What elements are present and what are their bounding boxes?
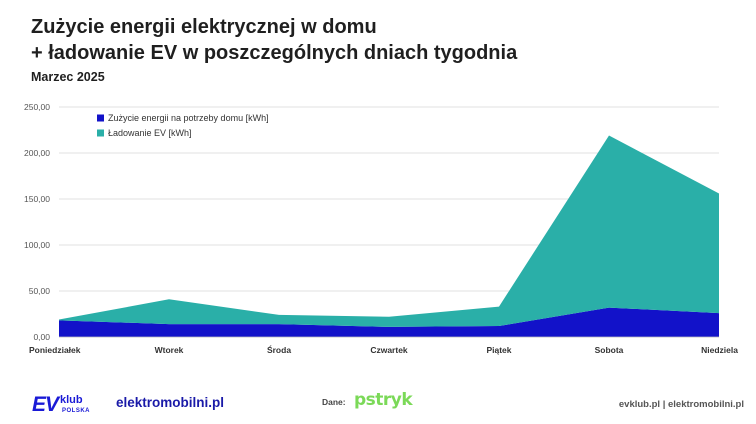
x-tick-label: Piątek [486, 345, 511, 355]
x-tick-label: Niedziela [701, 345, 738, 355]
y-tick-label: 100,00 [24, 240, 50, 250]
legend-swatch [97, 114, 104, 122]
area-series [59, 307, 719, 337]
footer-sites: evklub.pl | elektromobilni.pl [618, 399, 744, 410]
x-tick-label: Wtorek [155, 345, 184, 355]
evklub-logo-polska: POLSKA [62, 408, 91, 414]
legend-label: Zużycie energii na potrzeby domu [kWh] [108, 113, 269, 123]
y-tick-label: 0,00 [33, 332, 50, 342]
y-tick-label: 250,00 [24, 102, 50, 112]
chart-areas [59, 135, 719, 338]
x-tick-label: Poniedziałek [29, 345, 81, 355]
chart-subtitle: Marzec 2025 [31, 70, 105, 84]
chart-title-line1: Zużycie energii elektrycznej w domu [31, 16, 377, 38]
footer: EV klub POLSKA elektromobilni.pl Dane: p… [0, 385, 756, 421]
y-axis-ticks: 0,00 50,00 100,00 150,00 200,00 250,00 [24, 102, 50, 342]
elektromobilni-logo: elektromobilni.pl [116, 395, 225, 410]
pstryk-logo: pstryk [354, 390, 413, 410]
y-tick-label: 150,00 [24, 194, 50, 204]
stacked-area-chart: 0,00 50,00 100,00 150,00 200,00 250,00 Ponied… [24, 102, 738, 355]
y-tick-label: 200,00 [24, 148, 50, 158]
y-tick-label: 50,00 [29, 286, 51, 296]
x-tick-label: Czwartek [370, 345, 408, 355]
x-tick-label: Sobota [595, 345, 624, 355]
area-series [59, 135, 719, 327]
data-source-label: Dane: [322, 397, 346, 407]
chart-title-line2: + ładowanie EV w poszczególnych dniach t… [31, 42, 518, 64]
chart-title: Zużycie energii elektrycznej w domu + ła… [31, 14, 517, 66]
evklub-logo: EV klub POLSKA [32, 393, 100, 419]
legend-swatch [97, 129, 104, 137]
legend-label: Ładowanie EV [kWh] [108, 128, 192, 138]
evklub-logo-klub: klub [60, 394, 83, 406]
x-axis-categories: Poniedziałek Wtorek Środa Czwartek Piątek Sob… [29, 344, 738, 355]
x-tick-label: Środa [267, 344, 291, 355]
evklub-logo-ev: EV [32, 393, 59, 416]
chart-legend: Zużycie energii na potrzeby domu [kWh] Ła… [97, 113, 269, 138]
